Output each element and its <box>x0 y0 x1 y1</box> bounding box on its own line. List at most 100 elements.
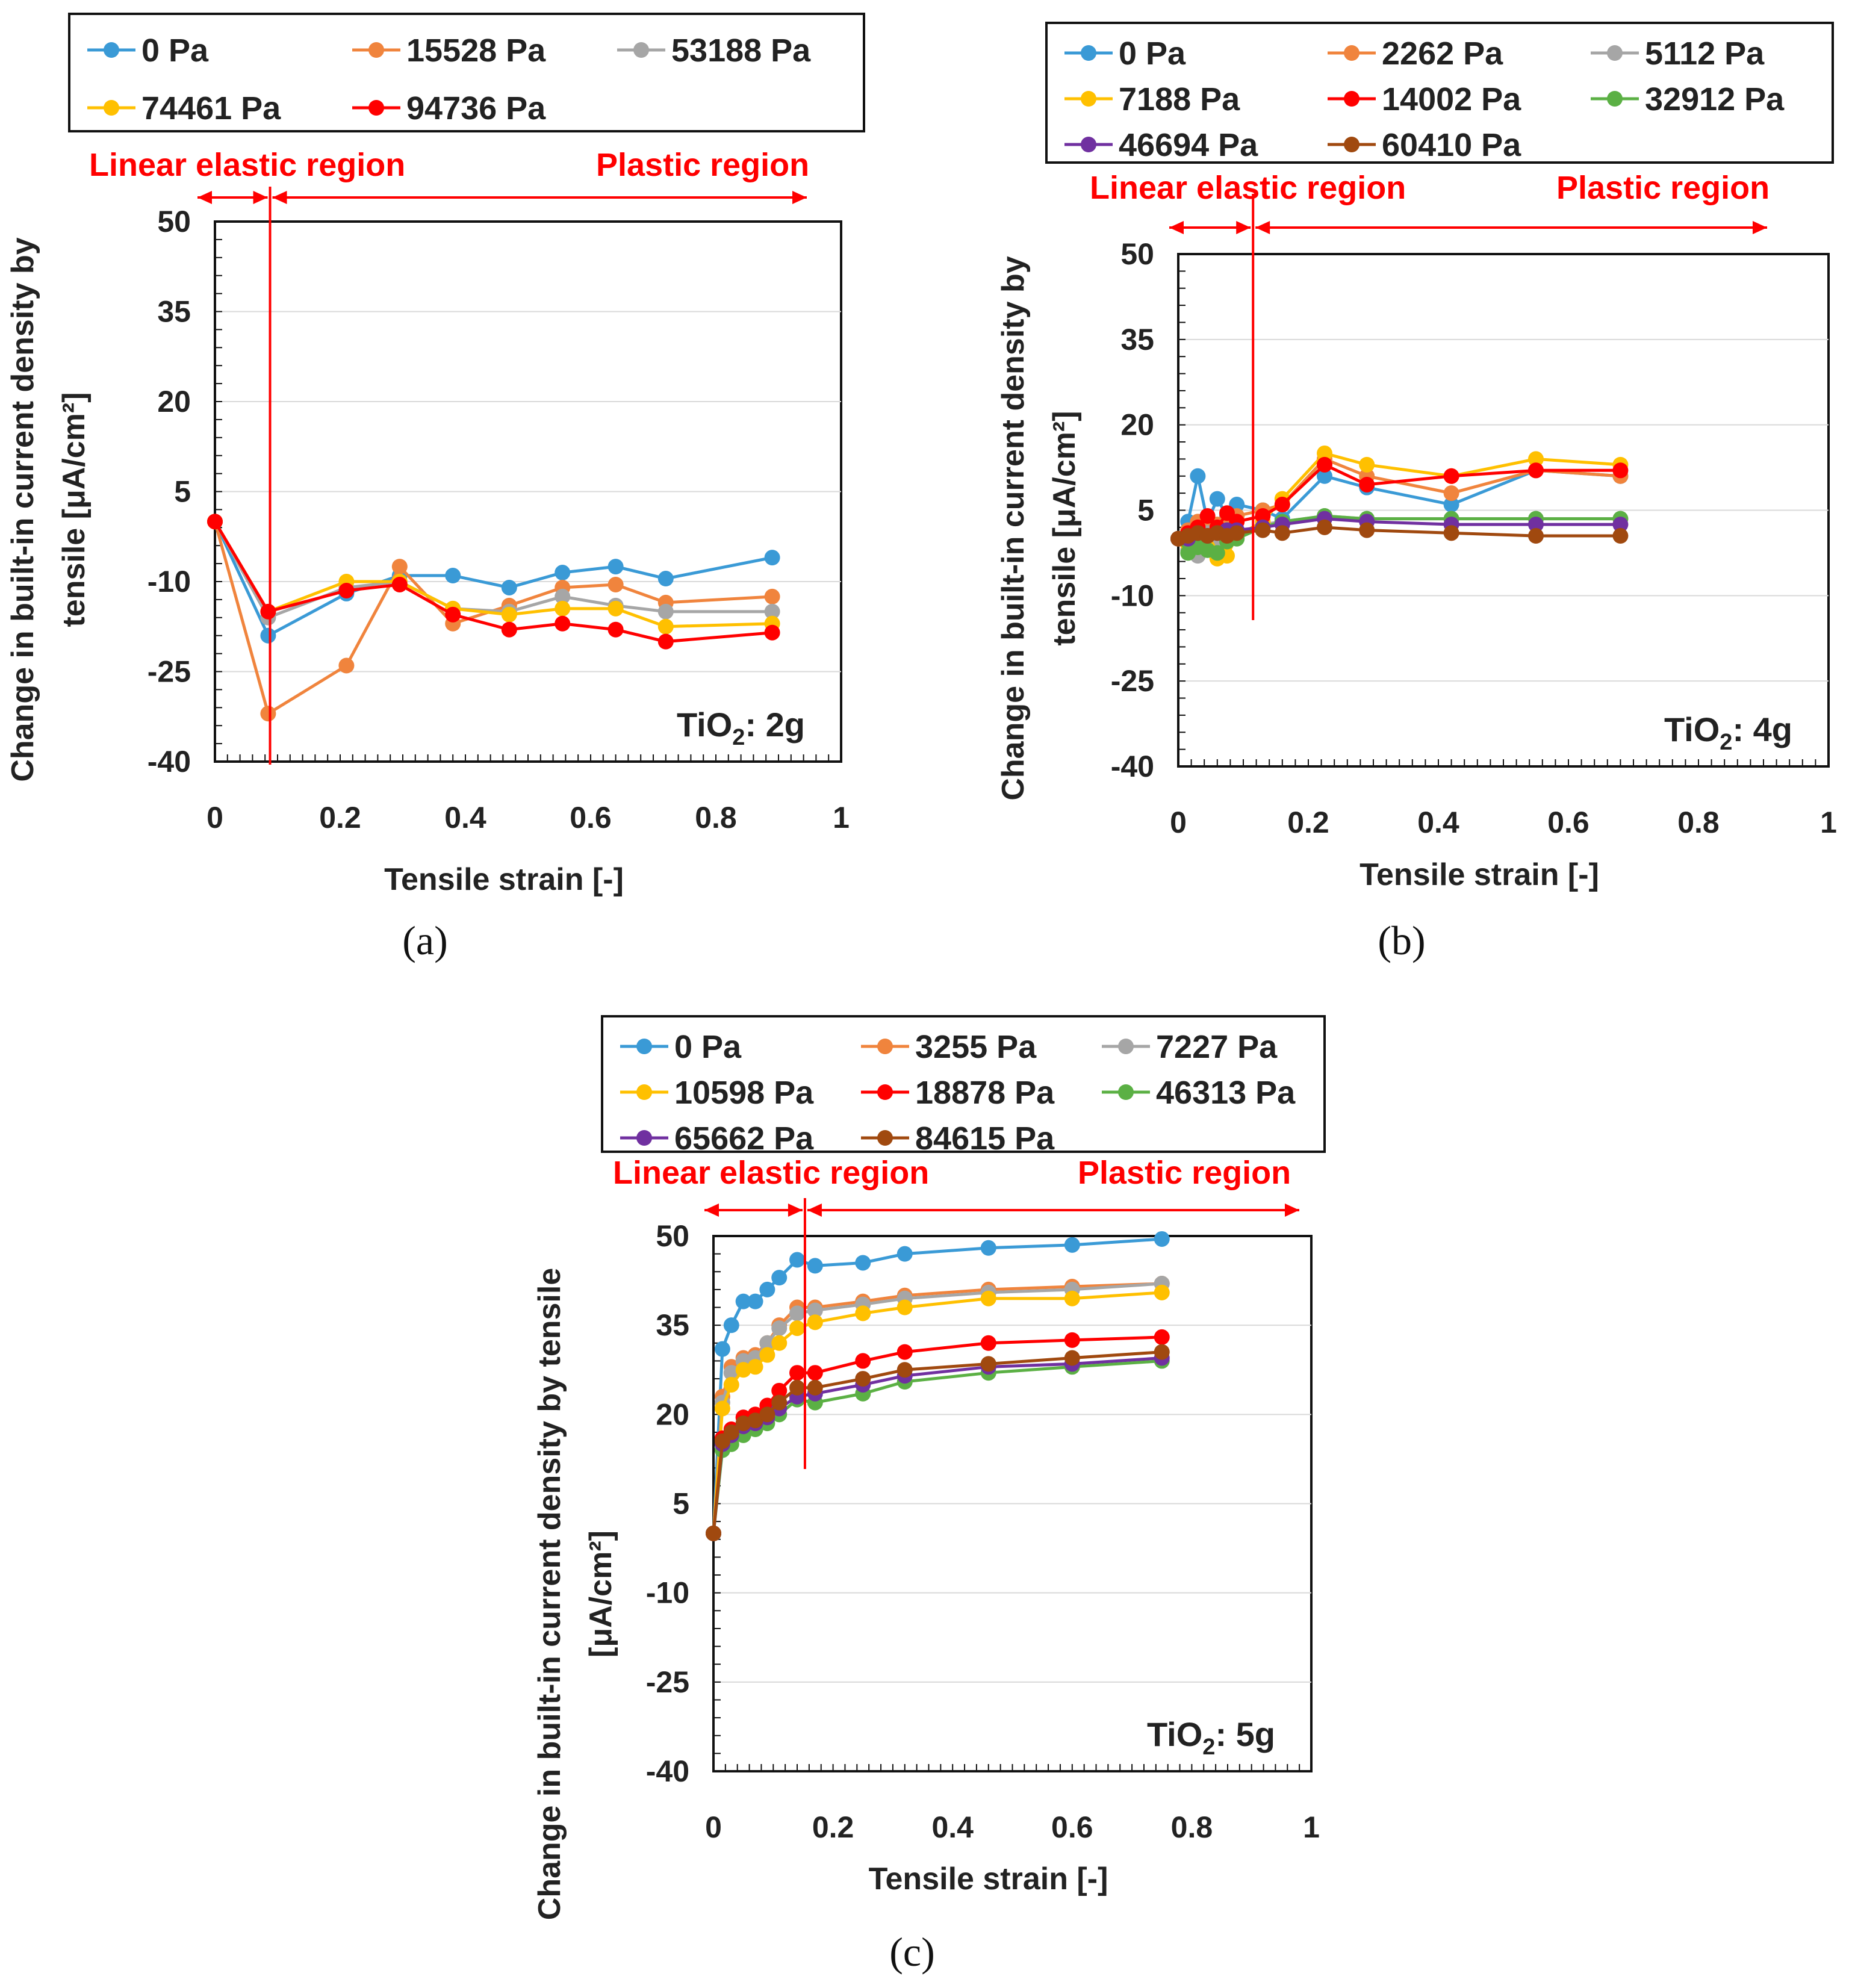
data-point <box>501 621 517 638</box>
plastic-region-arrow-head <box>1285 1204 1299 1217</box>
legend-entry: 5112 Pa <box>1645 36 1765 72</box>
legend-entry: 2262 Pa <box>1382 36 1503 72</box>
y-tick-label: 35 <box>1120 323 1154 356</box>
legend-box <box>68 13 865 132</box>
panel-label: (b) <box>1378 918 1425 963</box>
data-point <box>1064 1290 1080 1306</box>
legend-swatch-marker <box>633 42 649 58</box>
data-point <box>260 627 276 644</box>
panel-a-chart: -40 -25 -10 5 20 35 50 0 0.2 0.4 0.6 0.8 1 Tensile st… <box>5 13 865 963</box>
elastic-region-label: Linear elastic region <box>613 1155 929 1191</box>
data-point <box>1064 1350 1080 1366</box>
data-point <box>764 550 780 566</box>
x-tick-label: 0.8 <box>1677 806 1720 839</box>
x-tick-label: 0 <box>1170 806 1187 839</box>
data-point <box>1528 462 1544 479</box>
y-tick-label: 35 <box>656 1308 689 1342</box>
y-tick-label: 20 <box>656 1397 689 1431</box>
data-point <box>789 1252 806 1268</box>
data-point <box>1209 545 1225 561</box>
legend-entry: 65662 Pa <box>674 1120 814 1157</box>
data-point <box>980 1356 996 1372</box>
data-point <box>1528 517 1544 533</box>
y-axis-title: [μA/cm²] <box>583 1530 618 1657</box>
legend-entry: 84615 Pa <box>915 1120 1055 1157</box>
data-point <box>896 1344 913 1360</box>
y-axis-title: tensile [μA/cm²] <box>57 392 92 627</box>
x-tick-label: 0.4 <box>931 1810 974 1844</box>
series-line <box>213 521 772 629</box>
x-axis-title: Tensile strain [-] <box>1359 857 1599 892</box>
y-tick-label: -10 <box>148 565 191 598</box>
y-tick-label: 5 <box>673 1487 689 1521</box>
plastic-region-arrow-head <box>1753 221 1767 234</box>
y-tick-label: 20 <box>157 385 191 418</box>
elastic-region-label: Linear elastic region <box>1090 170 1406 206</box>
data-point <box>855 1353 871 1369</box>
data-point <box>207 514 223 530</box>
legend-entry: 0 Pa <box>141 33 209 69</box>
data-point <box>607 621 624 638</box>
y-axis-title: Change in built-in current density by te… <box>532 1268 567 1920</box>
data-point <box>338 582 355 598</box>
data-point <box>759 1406 775 1423</box>
data-point <box>1443 525 1459 541</box>
data-point <box>789 1365 806 1381</box>
data-point <box>789 1320 806 1337</box>
data-point <box>714 1341 730 1357</box>
data-point <box>1064 1332 1080 1348</box>
legend-entry: 46313 Pa <box>1156 1075 1296 1111</box>
legend-swatch-marker <box>1081 91 1096 107</box>
data-point <box>1443 468 1459 484</box>
plastic-region-arrow-tail <box>272 191 287 204</box>
data-point <box>980 1240 996 1256</box>
x-tick-label: 1 <box>1820 806 1837 839</box>
data-point <box>555 615 571 632</box>
data-point <box>555 565 571 581</box>
x-tick-label: 0.2 <box>1287 806 1329 839</box>
x-tick-label: 0 <box>705 1810 722 1844</box>
y-tick-label: 20 <box>1120 408 1154 442</box>
y-tick-label: 5 <box>174 475 191 509</box>
data-point <box>807 1365 823 1381</box>
data-point <box>1209 491 1225 507</box>
data-point <box>1154 1231 1170 1247</box>
data-point <box>764 588 780 604</box>
data-point <box>764 624 780 641</box>
elastic-region-label: Linear elastic region <box>89 147 405 183</box>
data-point <box>771 1382 788 1399</box>
x-tick-label: 0.2 <box>319 801 361 834</box>
data-point <box>1154 1344 1170 1360</box>
y-tick-label: -25 <box>1111 664 1154 698</box>
data-point <box>607 576 624 592</box>
elastic-region-arrow-tail <box>1169 221 1184 234</box>
legend-swatch-marker <box>368 100 384 116</box>
legend-swatch-marker <box>1344 137 1359 152</box>
data-point <box>807 1258 823 1274</box>
y-tick-label: 5 <box>1137 494 1154 527</box>
data-point <box>855 1305 871 1322</box>
series-line <box>213 521 772 716</box>
data-point <box>747 1412 763 1429</box>
legend-swatch-marker <box>1344 91 1359 107</box>
data-point <box>1229 525 1245 541</box>
x-tick-label: 0.2 <box>812 1810 854 1844</box>
data-point <box>1359 522 1375 538</box>
data-point <box>1443 497 1459 513</box>
legend-swatch-marker <box>104 42 119 58</box>
plastic-region-label: Plastic region <box>1078 1155 1291 1191</box>
data-point <box>501 579 517 595</box>
data-point <box>1359 456 1375 473</box>
elastic-region-arrow-tail <box>704 1204 719 1217</box>
data-point <box>735 1293 751 1309</box>
legend-swatch-marker <box>636 1039 652 1054</box>
data-point <box>445 606 461 623</box>
composition-annotation: TiO2: 4g <box>1664 710 1792 755</box>
x-tick-label: 1 <box>833 801 850 834</box>
legend-swatch-marker <box>636 1084 652 1100</box>
data-point <box>980 1290 996 1306</box>
data-point <box>1359 476 1375 492</box>
y-axis-title: tensile [μA/cm²] <box>1047 411 1082 645</box>
elastic-region-arrow-head <box>788 1204 803 1217</box>
